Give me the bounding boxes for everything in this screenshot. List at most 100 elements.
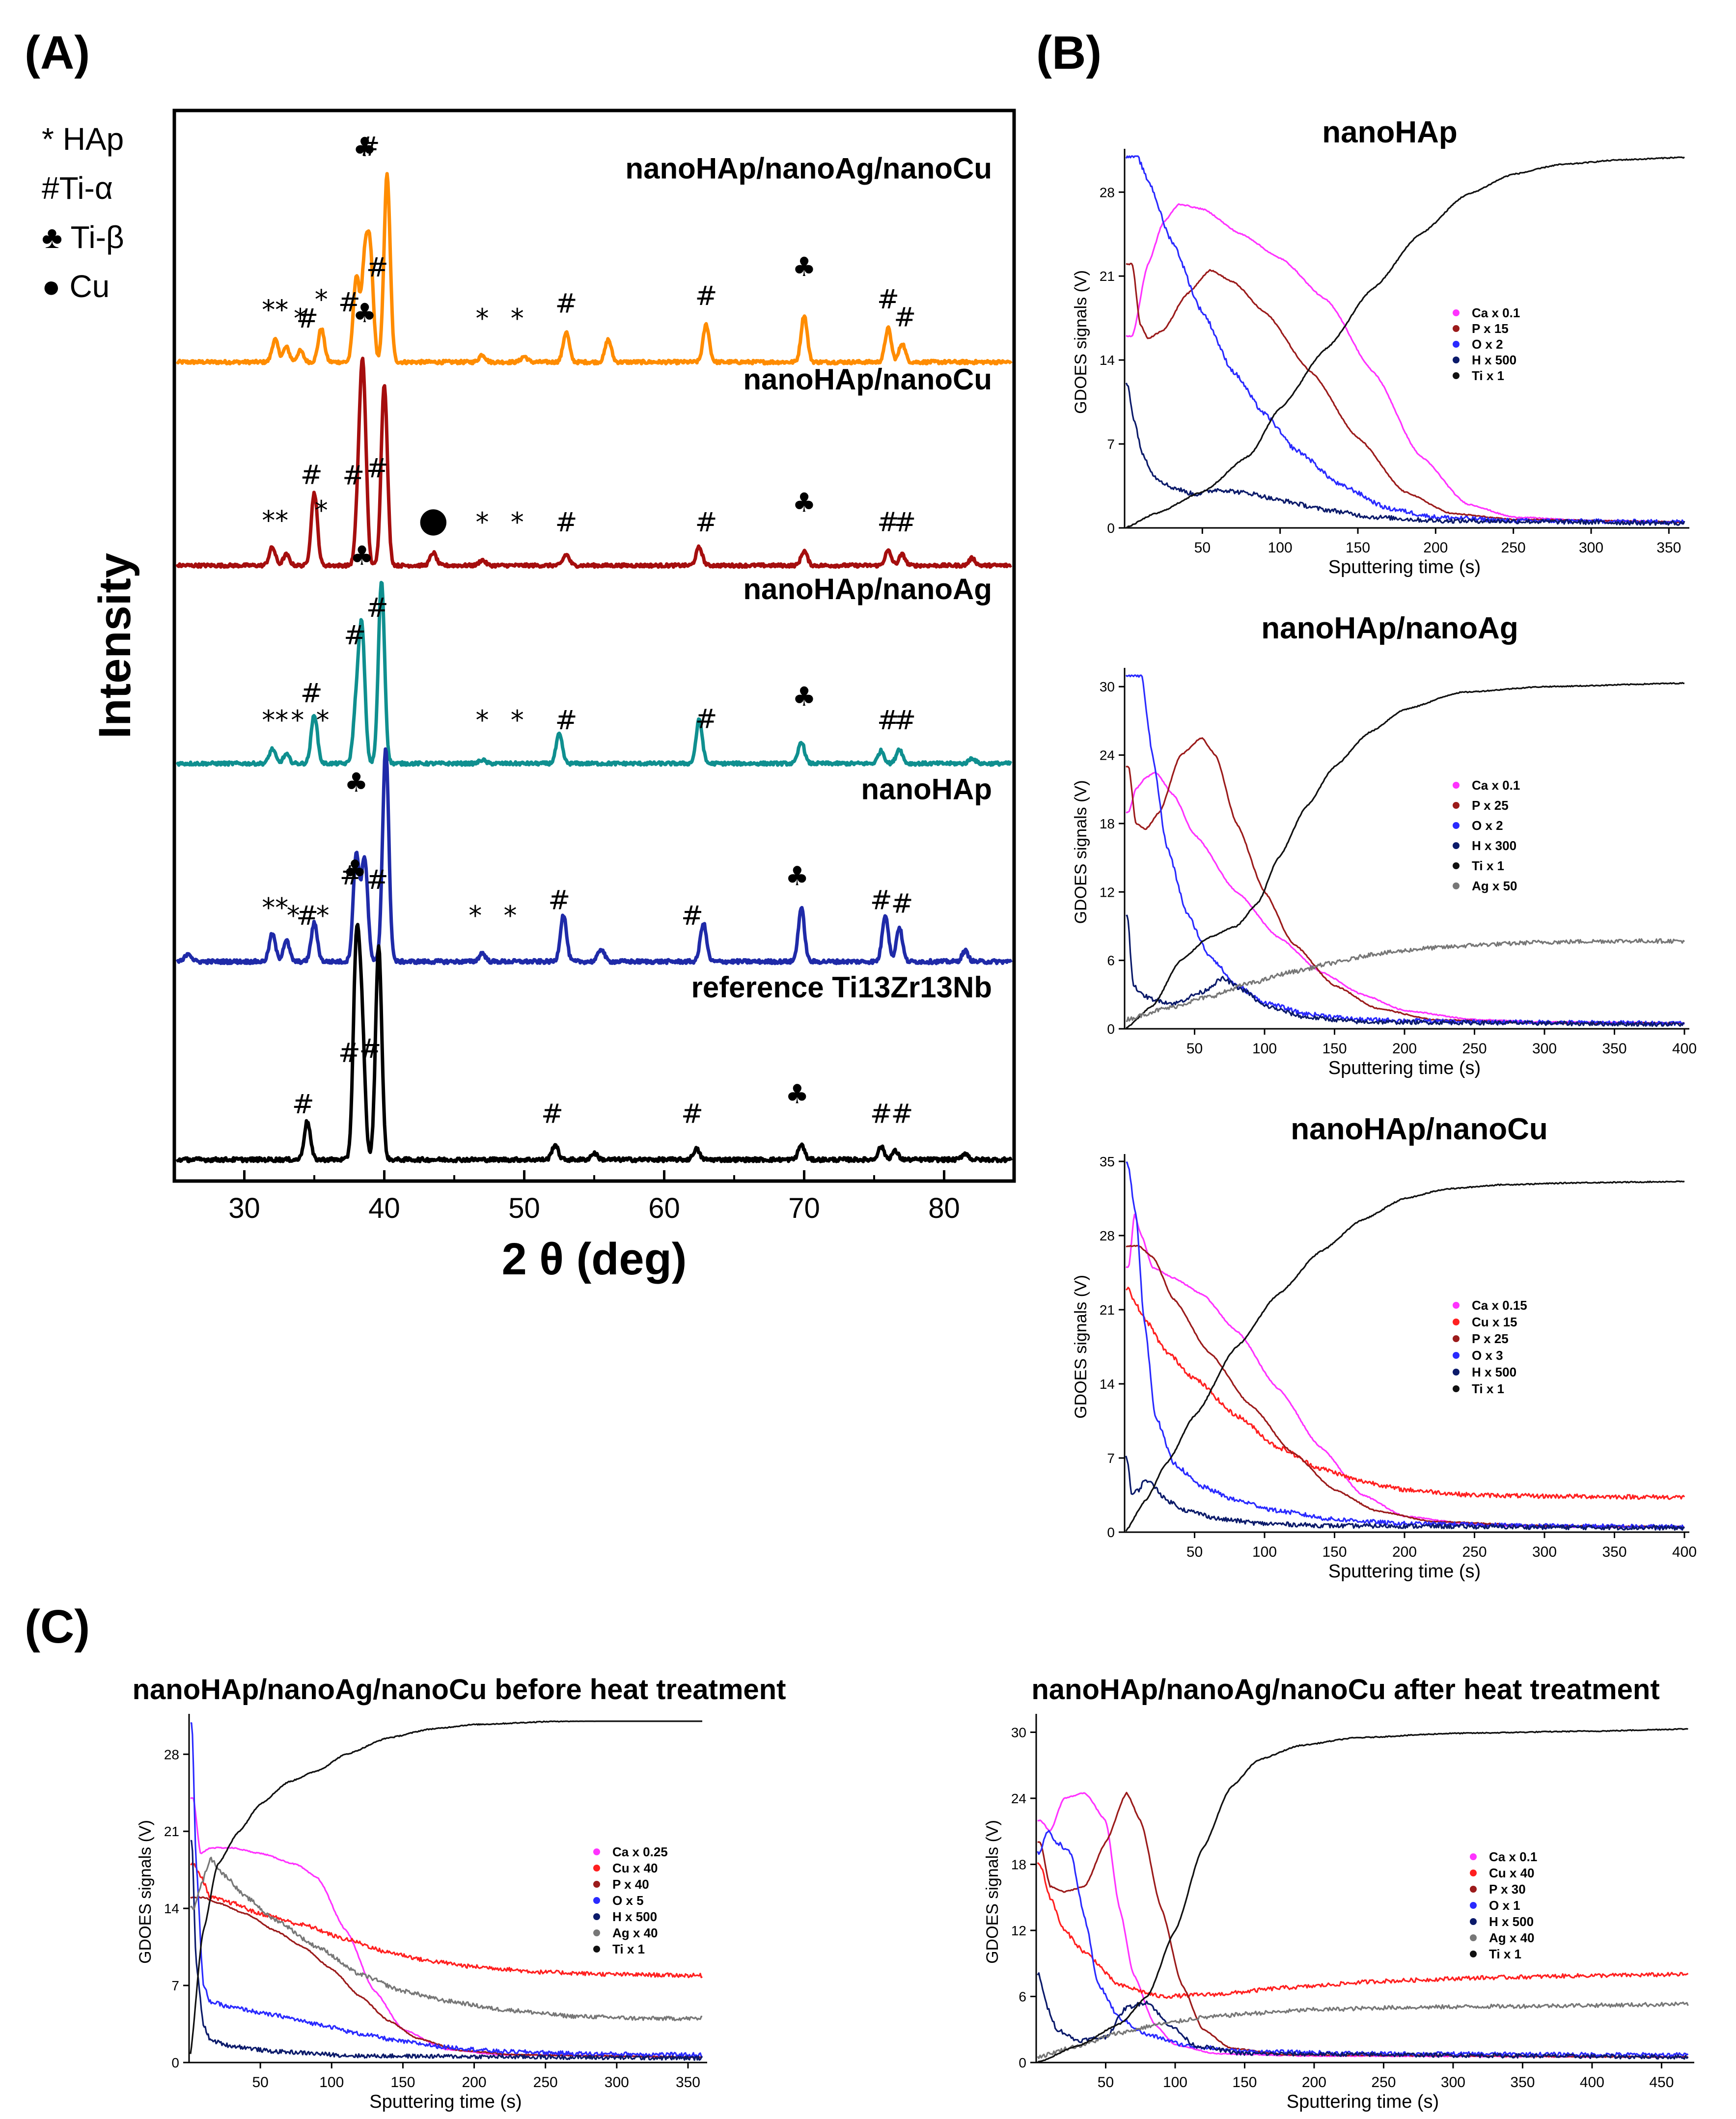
y-tick-label-nanohap-nanocu: 35 bbox=[1100, 1154, 1115, 1169]
xrd-peak-marker: ♣ bbox=[792, 251, 816, 282]
xrd-peak-marker: * bbox=[476, 507, 489, 538]
y-tick-label-nanohap-nanoag-nanocu-after-heat-treatment: 30 bbox=[1011, 1725, 1026, 1740]
x-tick-label-nanohap-nanocu: 200 bbox=[1392, 1544, 1417, 1560]
xrd-peak-marker: # bbox=[301, 678, 323, 709]
xrd-x-tick-label: 40 bbox=[368, 1192, 400, 1224]
xrd-peak-marker: ♣ bbox=[353, 298, 376, 329]
xrd-x-tick-label: 30 bbox=[228, 1192, 260, 1224]
legend-swatch bbox=[1470, 1902, 1477, 1909]
gdoes-before-heat-chart: nanoHAp/nanoAg/nanoCu before heat treatm… bbox=[133, 1674, 786, 2112]
legend-nanohap-nanoag: Ca x 0.1 P x 25 O x 2 H x 300 Ti x 1 Ag x 50 bbox=[1453, 778, 1520, 893]
legend-label: O x 3 bbox=[1472, 1348, 1503, 1363]
legend-swatch bbox=[1453, 372, 1460, 379]
xrd-peak-marker: * bbox=[468, 900, 482, 931]
x-tick-label-nanohap-nanocu: 300 bbox=[1532, 1544, 1557, 1560]
xrd-peak-marker: # bbox=[344, 620, 366, 651]
x-tick-label-nanohap-nanocu: 250 bbox=[1462, 1544, 1487, 1560]
x-tick-label-nanohap-nanoag-nanocu-after-heat-treatment: 200 bbox=[1302, 2074, 1326, 2091]
xrd-x-tick-label: 80 bbox=[928, 1192, 960, 1224]
legend-label: P x 25 bbox=[1472, 798, 1509, 813]
legend-swatch bbox=[1470, 1951, 1477, 1957]
xrd-peak-marker: ♣ bbox=[350, 540, 374, 571]
xrd-peak-marker: * bbox=[504, 900, 517, 931]
y-tick-label-nanohap-nanoag-nanocu-after-heat-treatment: 12 bbox=[1011, 1923, 1026, 1938]
xrd-x-tick-label: 60 bbox=[648, 1192, 680, 1224]
x-tick-label-nanohap-nanoag-nanocu-after-heat-treatment: 350 bbox=[1510, 2074, 1535, 2091]
series-line-cu-x-40 bbox=[190, 1862, 703, 1979]
x-tick-label-nanohap-nanoag: 200 bbox=[1392, 1041, 1417, 1057]
legend-ti-beta: ♣ Ti-β bbox=[42, 220, 124, 255]
xrd-series-label: reference Ti13Zr13Nb bbox=[691, 971, 992, 1004]
legend-swatch bbox=[1453, 1302, 1460, 1309]
x-tick-label-nanohap-nanoag: 400 bbox=[1672, 1041, 1697, 1057]
y-tick-label-nanohap-nanoag-nanocu-before-heat-treatment: 14 bbox=[164, 1901, 179, 1916]
y-tick-label-nanohap: 28 bbox=[1100, 185, 1115, 200]
y-tick-label-nanohap-nanoag-nanocu-before-heat-treatment: 21 bbox=[164, 1824, 179, 1839]
chart-title-nanohap-nanoag-nanocu-before-heat-treatment: nanoHAp/nanoAg/nanoCu before heat treatm… bbox=[133, 1674, 786, 1706]
x-tick-label-nanohap: 200 bbox=[1423, 540, 1448, 556]
xrd-peak-marker: * bbox=[316, 900, 330, 931]
y-tick-label-nanohap-nanoag: 24 bbox=[1100, 748, 1115, 763]
x-tick-label-nanohap-nanoag-nanocu-before-heat-treatment: 200 bbox=[462, 2074, 487, 2091]
xrd-peak-marker: # bbox=[877, 284, 899, 315]
y-tick-label-nanohap-nanoag-nanocu-before-heat-treatment: 28 bbox=[164, 1747, 179, 1762]
xrd-peak-marker: # bbox=[296, 303, 318, 334]
xrd-peak-marker: ** bbox=[262, 505, 288, 536]
xrd-peak-marker: ♣ bbox=[785, 861, 809, 892]
xrd-trace-nanohap bbox=[175, 747, 1013, 965]
xrd-peak-marker: # bbox=[695, 704, 717, 735]
xrd-peak-marker: # bbox=[338, 1038, 360, 1069]
legend-cu: ● Cu bbox=[42, 269, 110, 304]
xrd-peak-marker: ♣ bbox=[785, 1079, 809, 1110]
legend-swatch bbox=[593, 1929, 600, 1936]
y-tick-label-nanohap: 0 bbox=[1107, 521, 1115, 536]
xrd-peak-marker: # bbox=[366, 592, 388, 623]
y-tick-label-nanohap: 21 bbox=[1100, 269, 1115, 284]
xrd-series-reference-ti13zr13nb: reference Ti13Zr13Nb##♣## #♣## bbox=[175, 854, 1013, 1163]
xrd-peak-marker: # bbox=[891, 888, 913, 919]
xrd-x-axis-label: 2 θ (deg) bbox=[502, 1234, 687, 1284]
y-tick-label-nanohap: 7 bbox=[1107, 437, 1115, 452]
xrd-trace-reference-ti13zr13nb bbox=[175, 923, 1013, 1163]
y-tick-label-nanohap-nanocu: 7 bbox=[1107, 1451, 1115, 1466]
xrd-peak-marker: ** bbox=[262, 892, 288, 923]
series-line-ti-x-1 bbox=[1126, 682, 1684, 1029]
xrd-series-nanohap-nanoag-nanocu: nanoHAp/nanoAg/nanoCu**** **##♣##* * # #♣## bbox=[175, 131, 1013, 366]
xrd-peak-marker: * bbox=[315, 495, 328, 526]
xrd-peak-marker: # bbox=[870, 1099, 892, 1129]
y-tick-label-nanohap-nanoag-nanocu-after-heat-treatment: 18 bbox=[1011, 1857, 1026, 1872]
legend-label: Ti x 1 bbox=[1472, 1381, 1504, 1396]
chart-title-nanohap-nanoag: nanoHAp/nanoAg bbox=[1261, 611, 1518, 645]
xrd-peak-marker: * bbox=[294, 303, 307, 334]
legend-swatch bbox=[593, 1865, 600, 1871]
legend-swatch bbox=[1453, 782, 1460, 789]
x-tick-label-nanohap: 50 bbox=[1194, 540, 1211, 556]
x-tick-label-nanohap-nanoag: 100 bbox=[1252, 1041, 1277, 1057]
legend-label: O x 1 bbox=[1489, 1898, 1520, 1913]
y-tick-label-nanohap-nanoag: 0 bbox=[1107, 1021, 1115, 1037]
y-tick-label-nanohap-nanoag: 30 bbox=[1100, 679, 1115, 694]
xrd-x-tick-label: 70 bbox=[788, 1192, 820, 1224]
xrd-peak-marker: # bbox=[342, 460, 364, 491]
legend-label: Cu x 40 bbox=[612, 1861, 658, 1875]
legend-label: O x 2 bbox=[1472, 818, 1503, 833]
xrd-peak-marker: # bbox=[877, 705, 899, 736]
x-tick-label-nanohap-nanoag-nanocu-after-heat-treatment: 50 bbox=[1098, 2074, 1114, 2091]
x-tick-label-nanohap-nanoag-nanocu-after-heat-treatment: 100 bbox=[1163, 2074, 1187, 2091]
xrd-peak-marker: * bbox=[476, 303, 489, 334]
x-tick-label-nanohap-nanoag-nanocu-after-heat-treatment: 250 bbox=[1371, 2074, 1396, 2091]
y-tick-label-nanohap-nanoag-nanocu-before-heat-treatment: 7 bbox=[171, 1978, 179, 1993]
x-axis-label-nanohap-nanoag: Sputtering time (s) bbox=[1328, 1058, 1481, 1078]
series-line-ag-x-40 bbox=[190, 1856, 703, 2021]
legend-swatch bbox=[1453, 882, 1460, 889]
xrd-peak-marker: * bbox=[511, 507, 524, 538]
xrd-peak-marker: ♣ bbox=[792, 681, 816, 712]
xrd-peak-marker: # bbox=[358, 131, 380, 162]
x-tick-label-nanohap-nanoag-nanocu-before-heat-treatment: 100 bbox=[319, 2074, 344, 2091]
xrd-series-label: nanoHAp bbox=[861, 773, 992, 806]
y-tick-label-nanohap-nanoag-nanocu-after-heat-treatment: 0 bbox=[1019, 2055, 1026, 2070]
x-axis-label-nanohap-nanoag-nanocu-before-heat-treatment: Sputtering time (s) bbox=[369, 2091, 522, 2112]
